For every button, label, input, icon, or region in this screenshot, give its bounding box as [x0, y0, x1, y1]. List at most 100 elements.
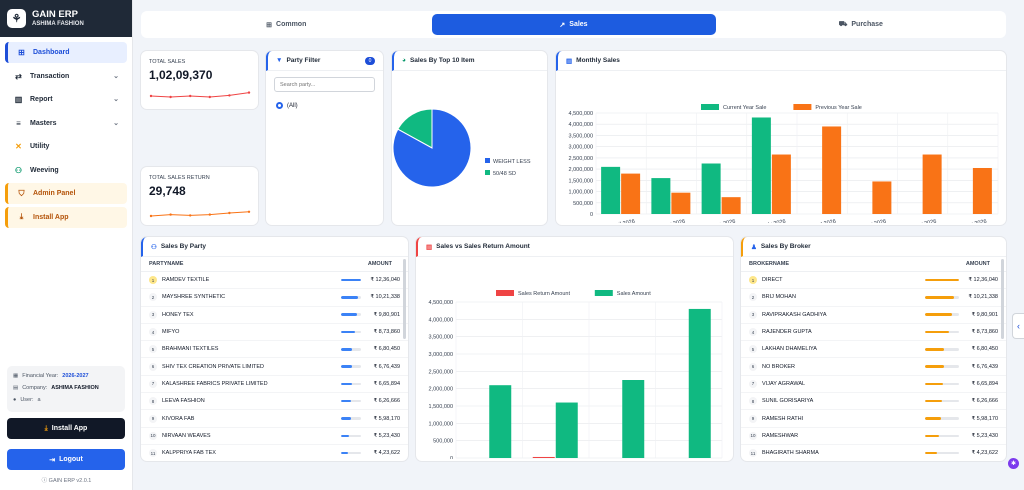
brand-subtitle: ASHIMA FASHION: [32, 20, 84, 27]
tab-label: Sales: [569, 21, 588, 28]
list-item[interactable]: 11 KALPPRIYA FAB TEX ₹ 4,23,622: [141, 445, 408, 461]
sales-vs-return-chart: 0 500,000 1,000,000 1,500,000 2,000,000 2,500…: [429, 290, 723, 469]
company-value: ASHIMA FASHION: [51, 385, 99, 391]
rank-badge: 1: [749, 276, 757, 285]
list-item[interactable]: 5 LAKHAN DHAMELIYA ₹ 6,80,450: [741, 341, 1006, 359]
list-item[interactable]: 1 RAMDEV TEXTILE ₹ 12,36,040: [141, 272, 408, 290]
list-item[interactable]: 2 BRIJ MOHAN ₹ 10,21,338: [741, 289, 1006, 307]
list-item[interactable]: 2 MAYSHREE SYNTHETIC ₹ 10,21,338: [141, 289, 408, 307]
y-tick-label: 0: [590, 212, 593, 218]
list-item[interactable]: 3 HONEY TEX ₹ 9,80,901: [141, 307, 408, 324]
nav-item-install-app[interactable]: ⤓ Install App: [5, 206, 127, 228]
logout-button[interactable]: ⇥ Logout: [7, 449, 125, 470]
bar: [922, 154, 942, 214]
row-name: NIRVAAN WEAVES: [162, 432, 211, 439]
sparkline-point: [208, 213, 211, 216]
broker-scrollbar[interactable]: [1001, 259, 1004, 339]
chevron-left-icon: ‹: [1017, 321, 1020, 331]
rank-badge: 8: [149, 397, 157, 406]
tab-common[interactable]: ⊞ Common: [144, 14, 429, 35]
row-name: LAKHAN DHAMELIYA: [762, 346, 817, 353]
share-bar: [925, 451, 959, 455]
legend-label: Previous Year Sale: [815, 105, 861, 111]
list-item[interactable]: 7 KALASHREE FABRICS PRIVATE LIMITED ₹ 6,65…: [141, 376, 408, 394]
list-item[interactable]: 5 BRAHMANI TEXTILES ₹ 6,80,450: [141, 341, 408, 359]
list-item[interactable]: 9 KIVORA FAB ₹ 5,98,170: [141, 410, 408, 428]
tab-purchase[interactable]: ⛟ Purchase: [719, 14, 1004, 35]
filter-icon: ▼: [276, 57, 283, 64]
party-search-input[interactable]: [274, 77, 375, 92]
download-icon: ⤓: [19, 212, 24, 221]
party-filter-header: ▼ Party Filter: [266, 51, 383, 71]
row-name: RAMESHWAR: [762, 432, 799, 439]
chevron-down-icon: ⌄: [113, 96, 119, 103]
bar-chart-icon: ▥: [426, 243, 433, 251]
nav-item-admin-panel[interactable]: ⛉ Admin Panel: [5, 183, 127, 204]
x-tick-label: August 2026: [805, 219, 836, 223]
rank-badge: 3: [149, 310, 157, 319]
tab-sales[interactable]: ↗ Sales: [431, 14, 716, 35]
row-amount: ₹ 8,73,860: [373, 329, 400, 336]
nav-item-report[interactable]: ▥ Report ⌄: [5, 89, 127, 110]
share-bar: [925, 382, 959, 386]
sparkline-point: [189, 94, 192, 98]
list-item[interactable]: 6 NO BROKER ₹ 6,76,439: [741, 358, 1006, 376]
fy-label: Financial Year:: [22, 373, 59, 379]
sparkline-point: [169, 213, 172, 216]
legend-swatch: [485, 170, 490, 175]
list-item[interactable]: 7 VIJAY AGRAWAL ₹ 6,65,894: [741, 376, 1006, 394]
row-name: RAMDEV TEXTILE: [162, 277, 210, 284]
nav-item-dashboard[interactable]: ⊞ Dashboard: [5, 42, 127, 63]
list-item[interactable]: 4 RAJENDER GUPTA ₹ 8,73,860: [741, 324, 1006, 342]
share-bar: [341, 434, 361, 438]
y-tick-label: 4,000,000: [569, 122, 593, 128]
row-name: BRAHMANI TEXTILES: [162, 346, 219, 353]
company-label: Company:: [22, 385, 48, 391]
rank-badge: 5: [749, 345, 757, 354]
list-item[interactable]: 11 BHAGIRATH SHARMA ₹ 4,23,622: [741, 445, 1006, 461]
bar: [651, 178, 671, 214]
row-amount: ₹ 12,36,040: [370, 277, 401, 284]
sparkline-point: [169, 95, 172, 99]
nav-item-weeving[interactable]: ⚇ Weeving: [5, 160, 127, 181]
help-fab-button[interactable]: ✱: [1008, 458, 1019, 469]
pie-slice: [397, 108, 433, 149]
list-item[interactable]: 8 SUNIL GORISARIYA ₹ 6,26,666: [741, 393, 1006, 411]
x-tick-label: April 2026: [610, 219, 635, 223]
install-app-button[interactable]: ⤓ Install App: [7, 418, 125, 439]
list-item[interactable]: 8 LEEVA FASHION ₹ 6,26,666: [141, 393, 408, 411]
share-bar: [925, 365, 959, 368]
building-icon: ▤: [13, 385, 19, 391]
monthly-sales-card: ▥ Monthly Sales 0 500,000 1,000,000 1,500,00…: [556, 51, 1006, 233]
share-bar: [341, 417, 361, 420]
sparkline-point: [247, 210, 251, 213]
list-item[interactable]: 6 SHIV TEX CREATION PRIVATE LIMITED ₹ 6,76…: [141, 358, 408, 376]
nav-item-masters[interactable]: ≡ Masters ⌄: [5, 113, 127, 134]
list-item[interactable]: 10 RAMESHWAR ₹ 5,23,430: [741, 428, 1006, 445]
share-bar: [925, 296, 959, 299]
y-tick-label: 4,500,000: [569, 111, 593, 117]
logout-label: Logout: [59, 456, 83, 463]
party-scrollbar[interactable]: [403, 259, 406, 339]
nav-item-utility[interactable]: ✕ Utility: [5, 136, 127, 157]
row-amount: ₹ 6,80,450: [373, 346, 400, 353]
rank-badge: 11: [149, 449, 157, 458]
party-filter-card: ▼Party Filter 0 (All): [266, 51, 383, 225]
pie-title: Sales By Top 10 Item: [409, 57, 475, 64]
bar: [489, 385, 512, 458]
row-name: SHIV TEX CREATION PRIVATE LIMITED: [162, 363, 264, 370]
cart-icon: ⛟: [838, 21, 848, 28]
table-icon: ⊞: [266, 21, 273, 29]
user-label: User:: [20, 397, 34, 403]
nav-item-transaction[interactable]: ⇄ Transaction ⌄: [5, 66, 127, 87]
list-item[interactable]: 10 NIRVAAN WEAVES ₹ 5,23,430: [141, 428, 408, 445]
x-tick-label: May 2026: [661, 219, 686, 223]
list-item[interactable]: 4 MIFYO ₹ 8,73,860: [141, 324, 408, 342]
radio-all[interactable]: (All): [276, 102, 373, 109]
list-item[interactable]: 1 DIRECT ₹ 12,36,040: [741, 272, 1006, 290]
brand-title: GAIN ERP: [32, 8, 78, 20]
collapse-panel-button[interactable]: ‹: [1012, 313, 1024, 339]
list-item[interactable]: 3 RAVIPRAKASH GADHIYA ₹ 9,80,901: [741, 307, 1006, 324]
list-item[interactable]: 9 RAMESH RATHI ₹ 5,98,170: [741, 410, 1006, 428]
row-name: MAYSHREE SYNTHETIC: [162, 294, 226, 301]
